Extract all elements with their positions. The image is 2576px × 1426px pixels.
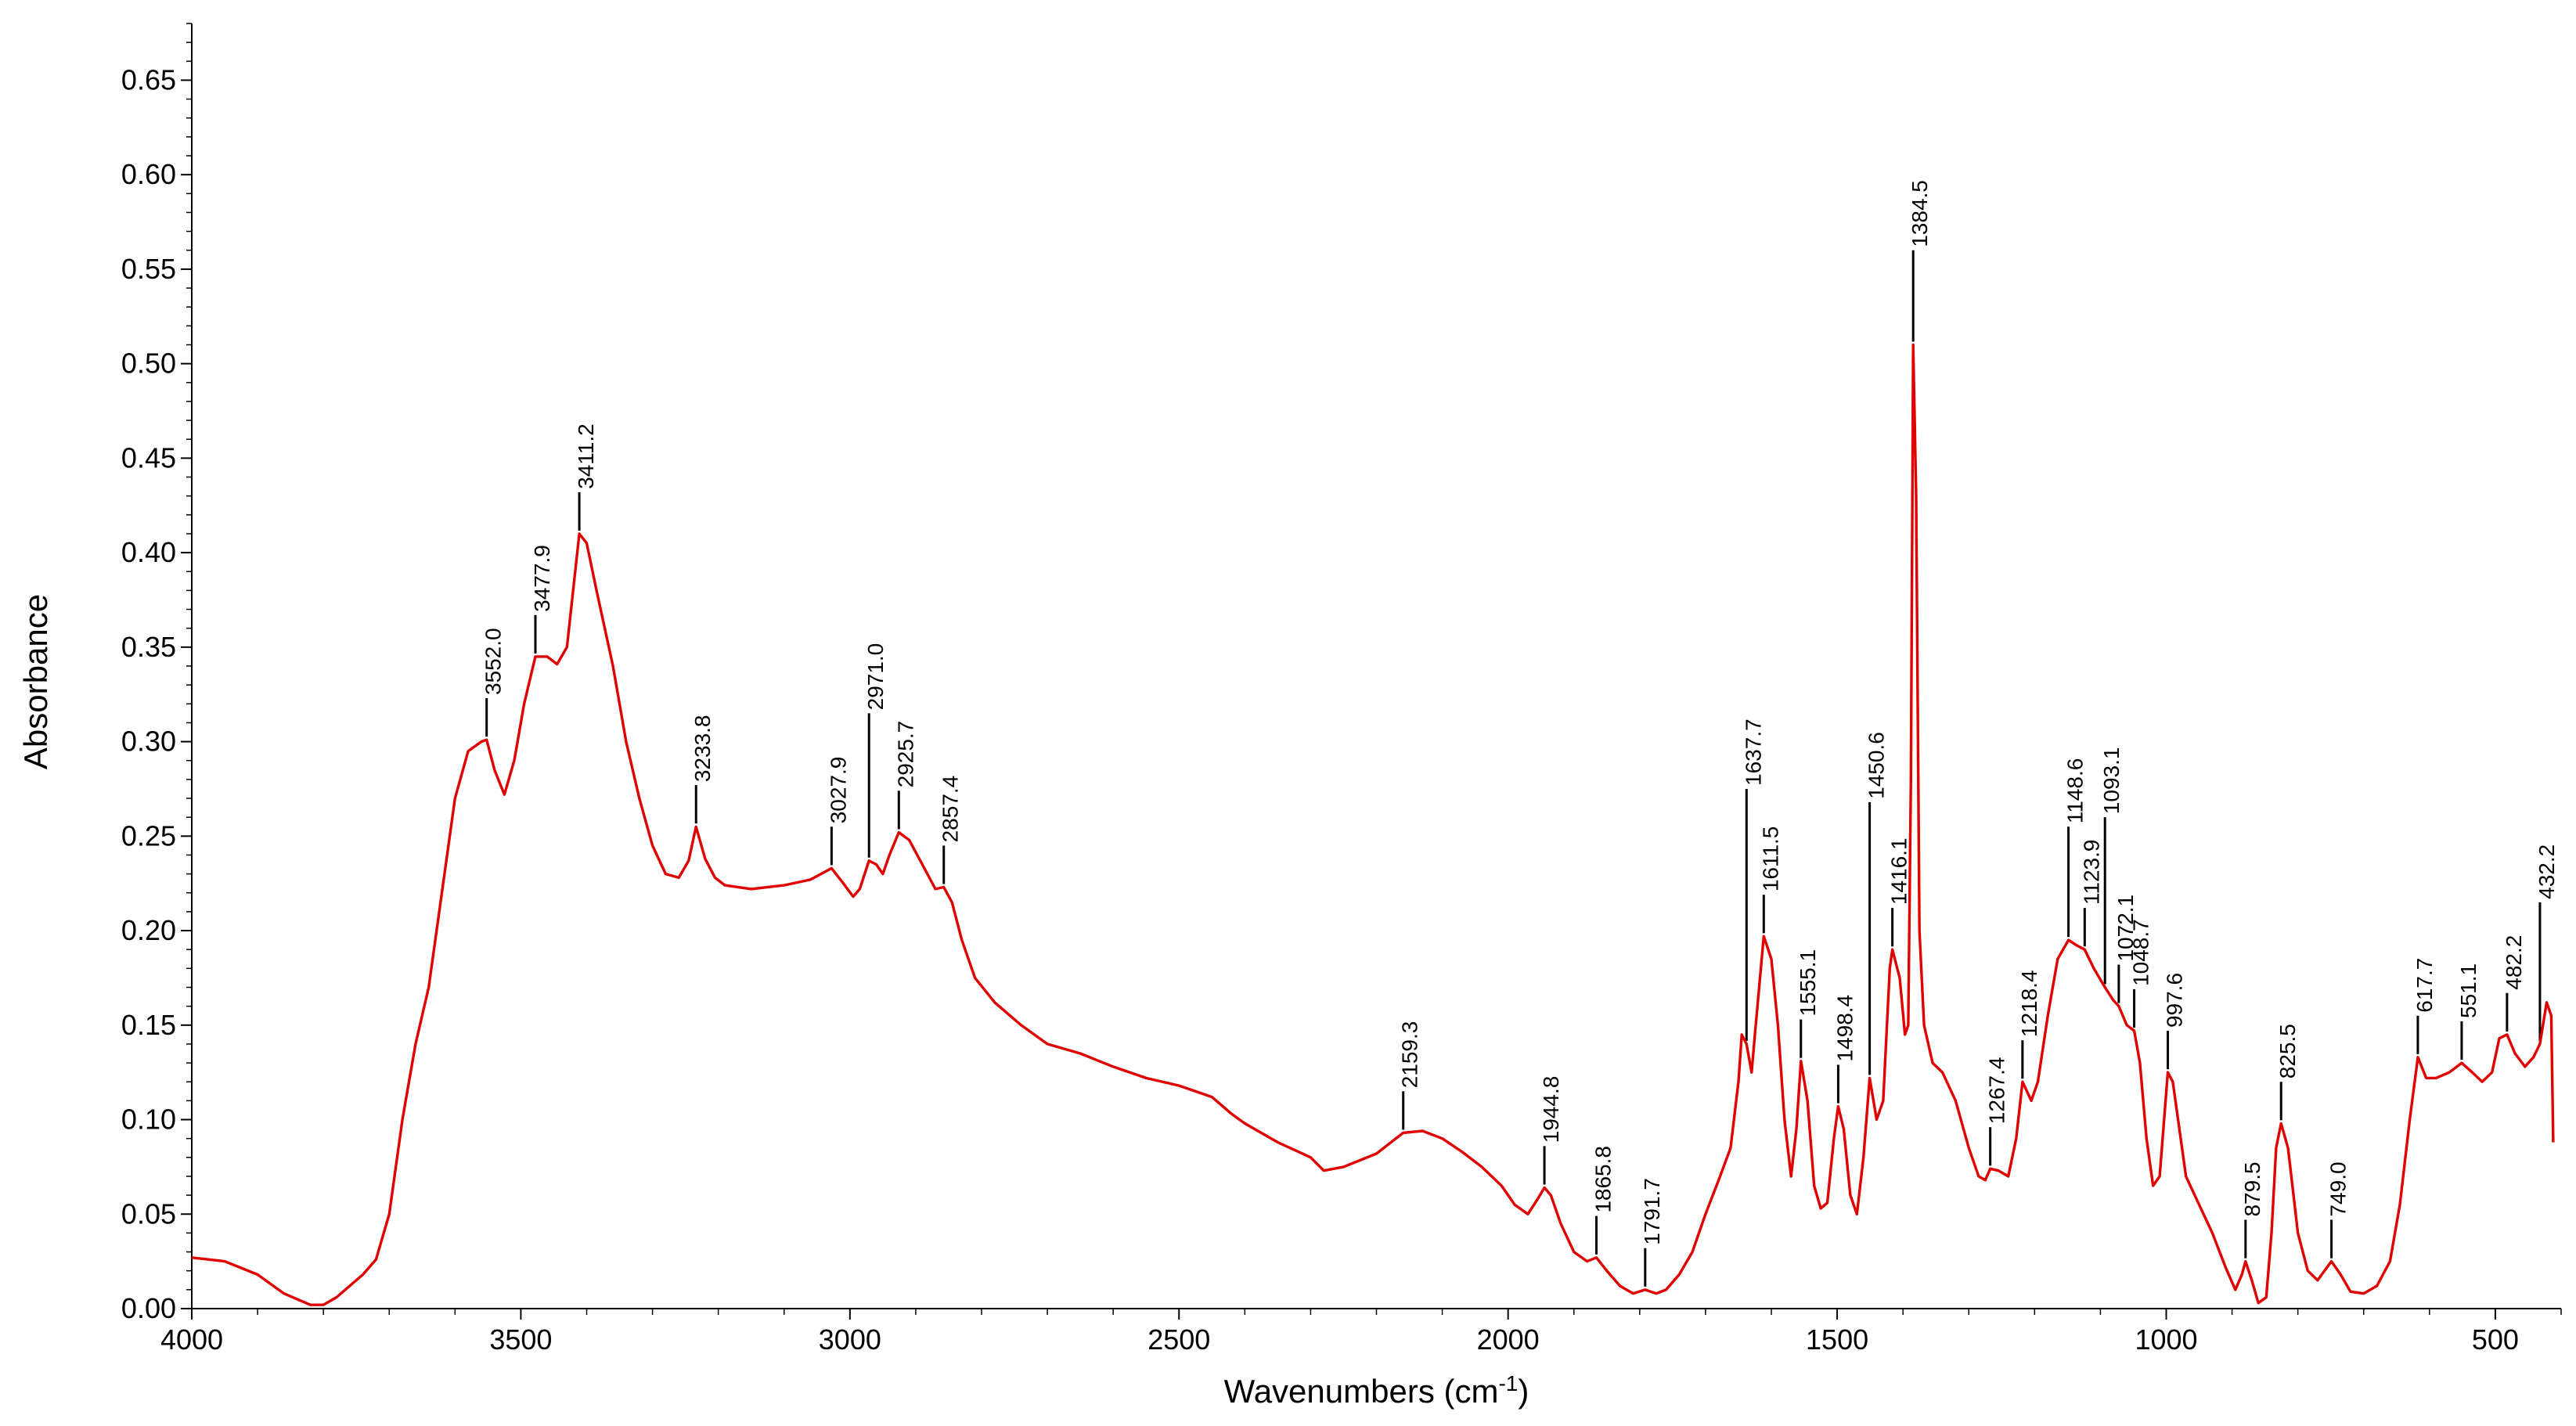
peak-label: 1093.1 — [2099, 747, 2124, 815]
peak-label: 2971.0 — [863, 643, 888, 711]
y-tick-label: 0.15 — [121, 1009, 176, 1041]
x-tick-label: 1500 — [1806, 1323, 1868, 1356]
peak-label: 1865.8 — [1591, 1146, 1616, 1213]
peak-label: 997.6 — [2163, 973, 2187, 1028]
peak-label: 482.2 — [2502, 935, 2526, 990]
peak-label: 3477.9 — [530, 545, 554, 612]
y-tick-label: 0.60 — [121, 158, 176, 190]
peak-label: 1416.1 — [1887, 837, 1911, 905]
peak-label: 1148.6 — [2063, 758, 2088, 824]
peak-label: 1384.5 — [1908, 180, 1932, 247]
peak-label: 1123.9 — [2079, 840, 2103, 906]
x-tick-label: 3000 — [819, 1323, 881, 1356]
peak-label: 3233.8 — [690, 715, 715, 782]
y-tick-label: 0.50 — [121, 347, 176, 380]
y-axis-title: Absorbance — [17, 594, 54, 769]
y-tick-label: 0.55 — [121, 253, 176, 285]
peak-label: 2857.4 — [939, 776, 963, 843]
peak-label: 825.5 — [2275, 1024, 2300, 1079]
y-tick-label: 0.20 — [121, 914, 176, 946]
peak-label: 1611.5 — [1758, 826, 1782, 892]
x-tick-label: 2500 — [1147, 1323, 1210, 1356]
y-tick-label: 0.65 — [121, 63, 176, 95]
spectrum-line — [191, 343, 2555, 1306]
x-axis-title: Wavenumbers (cm-1) — [1224, 1371, 1529, 1410]
peak-label: 3552.0 — [481, 628, 506, 695]
peak-label: 1218.4 — [2017, 970, 2041, 1037]
peak-label: 749.0 — [2326, 1161, 2351, 1216]
y-ticks: 0.00 0.05 0.10 0.15 0.20 0.25 0.30 0.35 0.40 0.45… — [121, 23, 192, 1324]
y-tick-label: 0.45 — [121, 441, 176, 474]
y-tick-label: 0.05 — [121, 1197, 176, 1230]
peak-label: 551.1 — [2456, 963, 2481, 1018]
x-ticks: 4000 3500 3000 2500 2000 1500 1000 500 — [160, 1309, 2562, 1356]
y-tick-label: 0.40 — [121, 536, 176, 568]
peak-label: 1048.7 — [2129, 919, 2153, 986]
peak-label: 879.5 — [2240, 1161, 2264, 1216]
peak-label: 3027.9 — [826, 757, 850, 824]
peak-label: 1637.7 — [1741, 718, 1765, 786]
axes — [191, 23, 2561, 1309]
peak-label: 1944.8 — [1539, 1076, 1563, 1143]
y-tick-label: 0.35 — [121, 631, 176, 663]
x-tick-label: 4000 — [160, 1323, 223, 1356]
x-tick-label: 1000 — [2135, 1323, 2197, 1356]
peak-label: 1555.1 — [1796, 949, 1820, 1017]
peak-label: 1791.7 — [1640, 1178, 1664, 1245]
y-tick-label: 0.30 — [121, 726, 176, 758]
peak-label: 432.2 — [2535, 844, 2559, 899]
peak-label: 617.7 — [2412, 958, 2437, 1013]
peak-label: 3411.2 — [574, 423, 598, 489]
peak-label: 1498.4 — [1832, 995, 1857, 1062]
x-tick-label: 500 — [2472, 1323, 2519, 1356]
y-tick-label: 0.10 — [121, 1104, 176, 1136]
peak-label: 2159.3 — [1398, 1021, 1422, 1089]
x-axis-title-main: Wavenumbers (cm — [1224, 1373, 1499, 1410]
peak-label: 1072.1 — [2113, 895, 2138, 962]
y-tick-label: 0.25 — [121, 819, 176, 852]
peak-markers: 3552.0 3477.9 3411.2 3233.8 3027.9 2971.02925… — [481, 180, 2559, 1287]
x-axis-title-sup: -1 — [1498, 1371, 1518, 1395]
peak-label: 1267.4 — [1985, 1057, 2009, 1125]
x-axis-title-close: ) — [1518, 1373, 1529, 1410]
y-tick-label: 0.00 — [121, 1292, 176, 1324]
peak-label: 2925.7 — [893, 721, 917, 788]
x-tick-label: 3500 — [489, 1323, 552, 1356]
x-tick-label: 2000 — [1477, 1323, 1540, 1356]
peak-label: 1450.6 — [1864, 732, 1889, 799]
